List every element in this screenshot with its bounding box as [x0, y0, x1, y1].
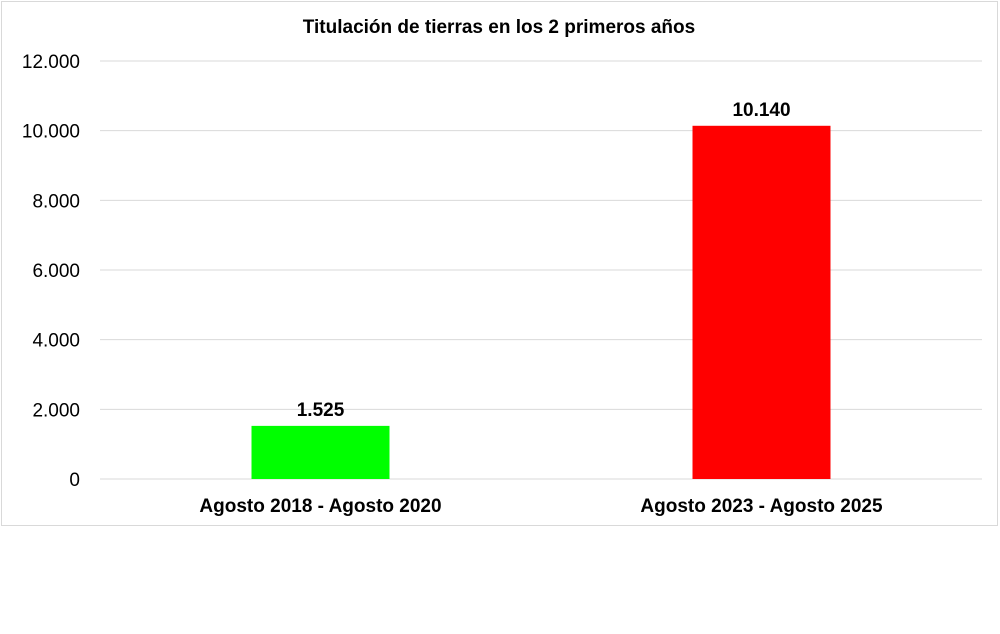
y-tick-label: 12.000	[22, 52, 80, 73]
chart-frame	[1, 1, 998, 526]
data-label: 10.140	[732, 100, 790, 121]
y-axis-ticks: 0 2.000 4.000 6.000 8.000 10.000 12.000	[22, 52, 80, 491]
data-labels: 1.525 10.140	[297, 100, 791, 421]
data-label: 1.525	[297, 400, 345, 421]
y-tick-label: 6.000	[32, 261, 80, 282]
x-category-label: Agosto 2018 - Agosto 2020	[199, 496, 441, 517]
y-tick-label: 4.000	[32, 331, 80, 352]
bars	[251, 125, 831, 479]
bar	[251, 425, 390, 479]
y-tick-label: 2.000	[32, 400, 80, 421]
bar	[692, 125, 831, 479]
chart-title: Titulación de tierras en los 2 primeros …	[303, 17, 695, 38]
gridlines	[100, 60, 982, 480]
x-axis-categories: Agosto 2018 - Agosto 2020 Agosto 2023 - A…	[199, 496, 883, 517]
y-tick-label: 8.000	[32, 191, 80, 212]
y-tick-label: 10.000	[22, 122, 80, 143]
x-category-label: Agosto 2023 - Agosto 2025	[640, 496, 883, 517]
y-tick-label: 0	[69, 470, 80, 491]
